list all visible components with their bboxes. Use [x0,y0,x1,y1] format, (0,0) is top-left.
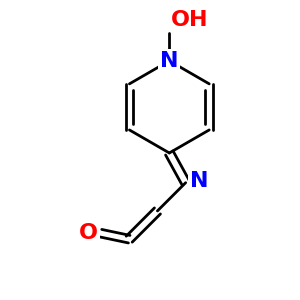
Text: N: N [190,171,208,191]
Text: O: O [79,223,98,243]
Text: OH: OH [171,10,208,30]
Text: N: N [160,51,178,71]
